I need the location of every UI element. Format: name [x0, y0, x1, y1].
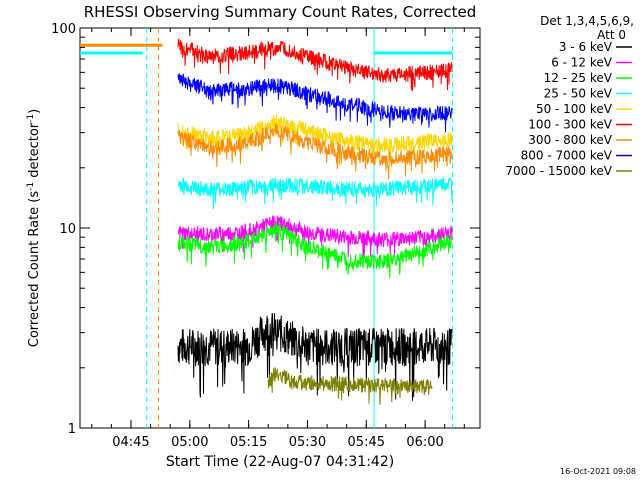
series-line-8	[267, 367, 433, 406]
legend-label-7: 800 - 7000 keV	[521, 149, 613, 163]
series-layer	[177, 38, 453, 406]
x-tick-label-5: 06:00	[406, 435, 443, 450]
y-axis-label-sup2: -1	[26, 114, 36, 123]
x-tick-label-0: 04:45	[112, 435, 149, 450]
x-tick-label-3: 05:30	[289, 435, 326, 450]
series-line-5	[177, 38, 453, 91]
series-line-2	[177, 222, 453, 278]
series-line-6	[177, 122, 453, 180]
series-8	[267, 367, 433, 406]
x-axis-label: Start Time (22-Aug-07 04:31:42)	[166, 454, 394, 470]
y-tick-label-2: 100	[51, 22, 76, 37]
legend-label-1: 6 - 12 keV	[551, 56, 613, 70]
series-5	[177, 38, 453, 91]
y-axis-label-main: Corrected Count Rate (s	[27, 191, 42, 348]
series-line-3	[177, 177, 453, 210]
axis-ticks: 04:45 05:00 05:15 05:30 05:45 06:00 1 10 100	[51, 22, 480, 450]
y-axis-label-end: )	[27, 109, 42, 114]
series-line-4	[177, 114, 453, 164]
series-7	[177, 73, 453, 133]
legend-label-0: 3 - 6 keV	[559, 40, 613, 54]
series-4	[177, 114, 453, 164]
legend-label-5: 100 - 300 keV	[528, 118, 612, 132]
series-3	[177, 177, 453, 210]
y-axis-label-mid: detector	[27, 122, 42, 182]
series-line-0	[177, 312, 453, 401]
marker-lines	[146, 28, 454, 428]
legend-header-line-1: Det 1,3,4,5,6,9,	[540, 14, 634, 28]
y-tick-label-0: 1	[68, 422, 76, 437]
legend-label-3: 25 - 50 keV	[544, 87, 613, 101]
legend-header-line-2: Att 0	[597, 28, 626, 42]
series-line-7	[177, 73, 453, 133]
legend-label-2: 12 - 25 keV	[544, 71, 613, 85]
y-tick-label-1: 10	[59, 222, 76, 237]
legend-label-8: 7000 - 15000 keV	[505, 164, 612, 178]
y-axis-label-sup1: -1	[26, 182, 36, 191]
y-axis-label: Corrected Count Rate (s-1 detector-1)	[26, 109, 42, 347]
x-tick-label-1: 05:00	[171, 435, 208, 450]
footer-date: 16-Oct-2021 09:08	[560, 467, 636, 476]
legend: Det 1,3,4,5,6,9, Att 0 3 - 6 keV 6 - 12 k…	[505, 14, 634, 178]
series-6	[177, 122, 453, 180]
chart-title: RHESSI Observing Summary Count Rates, Co…	[84, 3, 477, 21]
x-tick-label-2: 05:15	[230, 435, 267, 450]
series-2	[177, 222, 453, 278]
series-0	[177, 312, 453, 401]
legend-label-4: 50 - 100 keV	[536, 102, 613, 116]
x-tick-label-4: 05:45	[348, 435, 385, 450]
flag-lines	[80, 43, 453, 55]
legend-label-6: 300 - 800 keV	[528, 133, 612, 147]
